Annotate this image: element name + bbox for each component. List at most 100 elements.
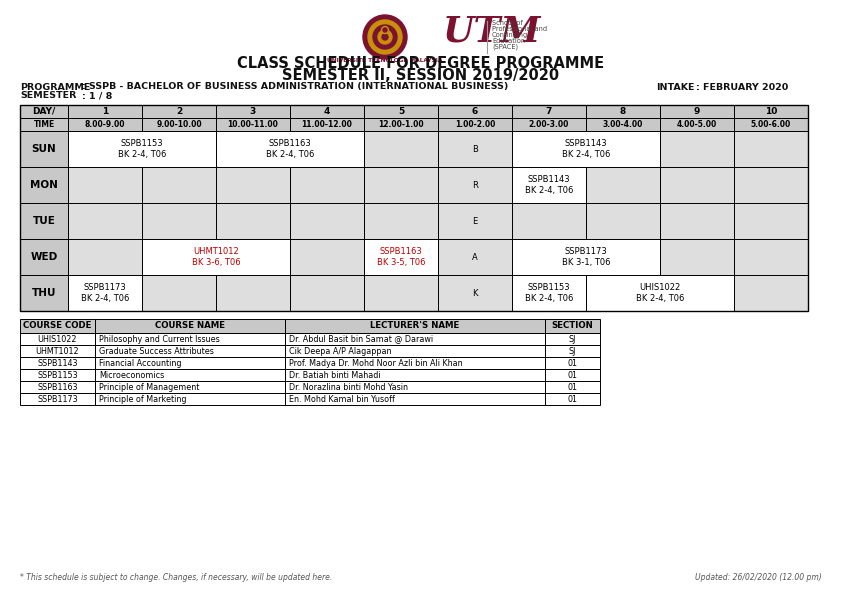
Circle shape [368, 20, 402, 54]
Text: Professional and: Professional and [492, 26, 547, 32]
Bar [545, 357, 600, 369]
Text: SECTION: SECTION [552, 321, 594, 330]
Bar [545, 381, 600, 393]
Bar [364, 118, 438, 131]
Text: Dr. Abdul Basit bin Samat @ Darawi: Dr. Abdul Basit bin Samat @ Darawi [289, 334, 433, 343]
Bar [68, 275, 142, 311]
Bar [142, 118, 216, 131]
Bar [20, 275, 68, 311]
Bar [20, 357, 95, 369]
Text: En. Mohd Kamal bin Yusoff: En. Mohd Kamal bin Yusoff [289, 394, 395, 403]
Text: 10.00-11.00: 10.00-11.00 [227, 120, 279, 129]
Bar [545, 393, 600, 405]
Text: UHIS1022: UHIS1022 [38, 334, 77, 343]
Bar [290, 275, 364, 311]
Bar [285, 345, 545, 357]
Bar [364, 239, 438, 275]
Text: 01: 01 [568, 383, 578, 392]
Bar [95, 357, 285, 369]
Text: LECTURER'S NAME: LECTURER'S NAME [370, 321, 460, 330]
Bar [364, 105, 438, 118]
Bar [95, 319, 285, 333]
Text: SSPB1163
BK 3-5, T06: SSPB1163 BK 3-5, T06 [376, 246, 425, 267]
Bar [290, 167, 364, 203]
Text: UHIS1022
BK 2-4, T06: UHIS1022 BK 2-4, T06 [636, 283, 685, 303]
Bar [512, 203, 586, 239]
Text: SJ: SJ [569, 346, 576, 355]
Text: 10: 10 [765, 107, 777, 116]
Text: SSPB1163
BK 2-4, T06: SSPB1163 BK 2-4, T06 [266, 139, 314, 159]
Bar [586, 167, 660, 203]
Bar [660, 239, 734, 275]
Bar [438, 105, 512, 118]
Bar [216, 275, 290, 311]
Text: : 1 / 8: : 1 / 8 [82, 92, 112, 101]
Text: 4: 4 [324, 107, 330, 116]
Text: 3.00-4.00: 3.00-4.00 [603, 120, 643, 129]
Bar [20, 118, 68, 131]
Bar [20, 203, 68, 239]
Text: TIME: TIME [34, 120, 55, 129]
Bar [216, 118, 290, 131]
Text: 2: 2 [176, 107, 182, 116]
Text: 9: 9 [694, 107, 701, 116]
Bar [438, 203, 512, 239]
Text: Philosophy and Current Issues: Philosophy and Current Issues [99, 334, 220, 343]
Bar [364, 203, 438, 239]
Text: Updated: 26/02/2020 (12.00 pm): Updated: 26/02/2020 (12.00 pm) [695, 572, 822, 581]
Text: : FEBRUARY 2020: : FEBRUARY 2020 [696, 83, 788, 92]
Text: SSPB1143
BK 2-4, T06: SSPB1143 BK 2-4, T06 [525, 174, 573, 195]
Text: SSPB1173
BK 3-1, T06: SSPB1173 BK 3-1, T06 [562, 246, 610, 267]
Text: 9.00-10.00: 9.00-10.00 [156, 120, 202, 129]
Bar [285, 381, 545, 393]
Text: E: E [472, 217, 477, 226]
Text: SSPB1163: SSPB1163 [37, 383, 77, 392]
Bar [20, 381, 95, 393]
Text: SUN: SUN [32, 144, 56, 154]
Text: SSPB1143: SSPB1143 [37, 359, 77, 368]
Text: DAY/: DAY/ [32, 107, 56, 116]
Circle shape [373, 25, 397, 49]
Text: R: R [472, 180, 478, 189]
Text: 7: 7 [546, 107, 552, 116]
Text: UHMT1012: UHMT1012 [35, 346, 79, 355]
Text: SSPB1173
BK 2-4, T06: SSPB1173 BK 2-4, T06 [81, 283, 129, 303]
Bar [660, 131, 734, 167]
Text: PROGRAMME: PROGRAMME [20, 83, 90, 92]
Text: 01: 01 [568, 394, 578, 403]
Text: 6: 6 [472, 107, 478, 116]
Bar [142, 203, 216, 239]
Bar [586, 275, 734, 311]
Text: 8: 8 [620, 107, 626, 116]
Text: School of: School of [492, 20, 523, 26]
Bar [216, 105, 290, 118]
Text: SSPB1153: SSPB1153 [37, 371, 77, 380]
Bar [290, 203, 364, 239]
Bar [285, 393, 545, 405]
Text: 5: 5 [398, 107, 404, 116]
Text: INTAKE: INTAKE [656, 83, 695, 92]
Text: 8.00-9.00: 8.00-9.00 [85, 120, 125, 129]
Bar [95, 393, 285, 405]
Text: MON: MON [30, 180, 58, 190]
Bar [68, 203, 142, 239]
Bar [95, 345, 285, 357]
Text: 3: 3 [250, 107, 256, 116]
Text: Principle of Marketing: Principle of Marketing [99, 394, 186, 403]
Bar [545, 319, 600, 333]
Bar [512, 275, 586, 311]
Text: Financial Accounting: Financial Accounting [99, 359, 182, 368]
Bar [20, 239, 68, 275]
Text: Education: Education [492, 38, 525, 44]
Text: Dr. Batiah binti Mahadi: Dr. Batiah binti Mahadi [289, 371, 381, 380]
Bar [95, 333, 285, 345]
Bar [68, 167, 142, 203]
Bar [438, 239, 512, 275]
Text: SEMESTER II, SESSION 2019/2020: SEMESTER II, SESSION 2019/2020 [282, 68, 560, 83]
Bar [95, 369, 285, 381]
Bar [68, 118, 142, 131]
Bar [545, 333, 600, 345]
Bar [142, 275, 216, 311]
Bar [586, 203, 660, 239]
Bar [68, 105, 142, 118]
